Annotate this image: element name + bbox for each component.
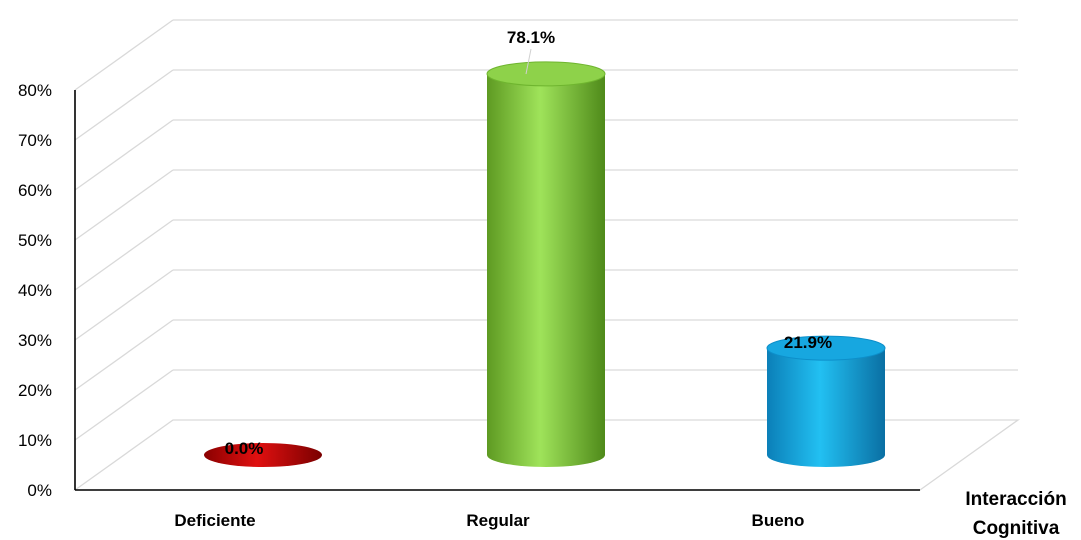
category-label: Regular — [466, 511, 530, 530]
bar-top — [766, 335, 886, 361]
bar-deficiente — [204, 443, 322, 467]
data-label: 0.0% — [225, 439, 264, 458]
data-labels: 0.0% 78.1% 21.9% — [225, 28, 832, 458]
bar-body — [767, 348, 885, 467]
y-tick-label: 40% — [18, 281, 52, 300]
side-gridline — [74, 219, 174, 291]
y-tick-label: 10% — [18, 431, 52, 450]
y-tick-label: 60% — [18, 181, 52, 200]
x-axis-title-line-2: Cognitiva — [973, 518, 1060, 539]
y-tick-label: 80% — [18, 81, 52, 100]
data-label-leader — [525, 48, 532, 75]
category-label: Bueno — [752, 511, 805, 530]
y-tick-label: 0% — [27, 481, 52, 500]
side-gridline — [74, 119, 174, 191]
y-tick-label: 50% — [18, 231, 52, 250]
axes — [74, 90, 920, 491]
side-gridline — [74, 69, 174, 141]
data-label: 78.1% — [507, 28, 555, 47]
y-tick-label: 70% — [18, 131, 52, 150]
data-label: 21.9% — [784, 333, 832, 352]
category-label: Deficiente — [174, 511, 255, 530]
side-gridline — [74, 169, 174, 241]
bar-bueno — [766, 335, 886, 467]
y-tick-labels: 0% 10% 20% 30% 40% 50% 60% 70% 80% — [18, 81, 52, 500]
bar-regular — [486, 61, 606, 467]
bar-top — [204, 443, 322, 467]
side-gridline — [74, 19, 174, 91]
bar-body — [487, 73, 605, 467]
side-gridline — [74, 269, 174, 341]
y-tick-label: 30% — [18, 331, 52, 350]
bars — [204, 61, 886, 467]
y-tick-label: 20% — [18, 381, 52, 400]
bar-top — [486, 61, 606, 87]
category-labels: Deficiente Regular Bueno — [174, 511, 804, 530]
side-gridline — [74, 319, 174, 391]
side-gridline — [74, 369, 174, 441]
x-axis-title-line-1: Interacción — [965, 489, 1066, 510]
